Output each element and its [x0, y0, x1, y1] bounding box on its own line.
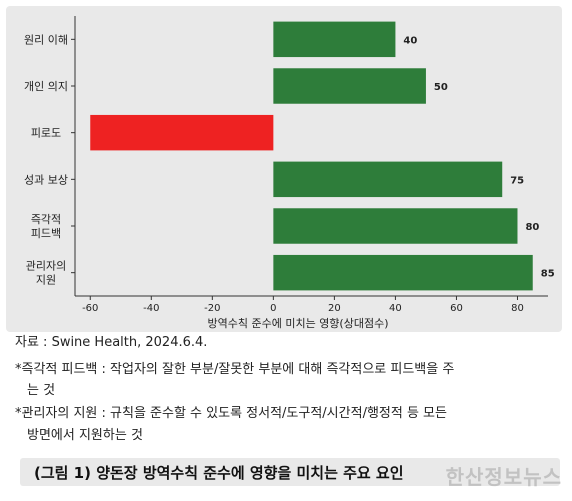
x-tick-label: -40: [143, 303, 159, 314]
category-label: 개인 의지: [24, 80, 68, 93]
figure-caption-bar: (그림 1) 양돈장 방역수칙 준수에 영향을 미치는 주요 요인: [20, 458, 560, 486]
category-label: 성과 보상: [24, 173, 68, 186]
bar: [273, 254, 533, 291]
bar: [90, 114, 274, 151]
x-tick-label: -20: [204, 303, 220, 314]
category-label: 즉각적: [31, 213, 61, 226]
data-label: 50: [434, 82, 448, 93]
x-tick-label: -60: [82, 303, 98, 314]
data-label: 85: [541, 269, 555, 280]
bar: [273, 68, 426, 104]
category-label: 피로도: [31, 127, 61, 140]
note-instant-feedback-line2: 는 것: [27, 383, 56, 398]
x-tick-label: 0: [270, 303, 276, 314]
category-label: 관리자의: [26, 260, 66, 273]
x-tick-label: 20: [328, 303, 341, 314]
bar: [273, 21, 396, 58]
data-label: 40: [403, 35, 417, 46]
note-manager-support-line1: *관리자의 지원 : 규칙을 준수할 수 있도록 정서적/도구적/시간적/행정적…: [15, 406, 447, 421]
figure-caption: (그림 1) 양돈장 방역수칙 준수에 영향을 미치는 주요 요인: [34, 464, 404, 482]
x-tick-label: 60: [450, 303, 463, 314]
x-axis-title: 방역수칙 준수에 미치는 영향(상대점수): [208, 317, 389, 330]
source-note: 자료 : Swine Health, 2024.6.4.: [15, 335, 208, 350]
x-tick-label: 80: [511, 303, 524, 314]
data-label: 75: [510, 175, 524, 186]
category-label: 피드백: [31, 227, 61, 240]
note-instant-feedback-line1: *즉각적 피드백 : 작업자의 잘한 부분/잘못한 부분에 대해 즉각적으로 피…: [15, 362, 455, 377]
bar: [273, 208, 518, 244]
note-manager-support-line2: 방면에서 지원하는 것: [27, 428, 143, 443]
x-tick-label: 40: [389, 303, 402, 314]
data-label: 80: [525, 222, 539, 233]
bar: [273, 161, 503, 198]
category-label: 지원: [36, 274, 56, 287]
category-label: 원리 이해: [24, 32, 68, 46]
watermark: 한산정보뉴스: [445, 465, 562, 489]
